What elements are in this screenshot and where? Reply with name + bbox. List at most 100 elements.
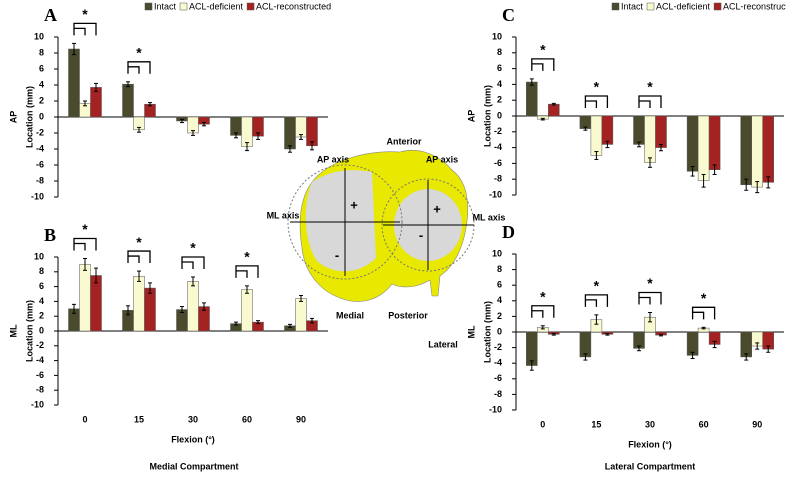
- caption: Lateral Compartment: [605, 461, 696, 471]
- bar: [145, 288, 156, 331]
- y-tick-label: 8: [39, 266, 44, 276]
- significance-bracket: [693, 307, 715, 319]
- legend-swatch: [612, 3, 619, 10]
- x-tick-label: 15: [591, 419, 601, 429]
- y-tick-label: -4: [494, 358, 502, 368]
- bar: [752, 116, 763, 187]
- bar: [242, 290, 253, 331]
- legend-swatch: [145, 3, 152, 10]
- bar: [763, 116, 774, 182]
- y-tick-label: 10: [492, 31, 502, 41]
- y-axis-label: Location (mm): [24, 86, 34, 148]
- y-tick-label: -8: [36, 385, 44, 395]
- x-axis-label: Flexion (°): [171, 434, 215, 444]
- bar: [548, 104, 559, 116]
- significance-star: *: [136, 45, 142, 61]
- x-tick-label: 60: [699, 419, 709, 429]
- significance-bracket: [128, 62, 150, 74]
- significance-bracket: [639, 96, 661, 108]
- y-tick-label: -4: [36, 355, 44, 365]
- legend-label: ACL-reconstructed: [256, 1, 331, 11]
- y-tick-label: -8: [494, 389, 502, 399]
- y-tick-label: 0: [39, 111, 44, 121]
- y-tick-label: 6: [39, 63, 44, 73]
- bar: [80, 264, 91, 331]
- y-tick-label: 2: [39, 311, 44, 321]
- y-tick-label: -8: [36, 175, 44, 185]
- significance-bracket: [532, 59, 554, 71]
- bar: [526, 82, 537, 116]
- bar: [709, 116, 720, 170]
- legend-label: Intact: [154, 1, 177, 11]
- y-tick-label: -6: [494, 158, 502, 168]
- significance-star: *: [701, 290, 707, 306]
- significance-bracket: [532, 306, 554, 318]
- caption: Medial Compartment: [149, 461, 238, 471]
- x-tick-label: 60: [242, 414, 252, 424]
- legend-label: ACL-deficient: [656, 1, 711, 11]
- diagram-label: +: [433, 201, 441, 216]
- x-tick-label: 0: [82, 414, 87, 424]
- significance-star: *: [647, 275, 653, 291]
- y-tick-label: 2: [497, 311, 502, 321]
- x-axis-label: Flexion (°): [628, 439, 672, 449]
- y-tick-label: 10: [492, 248, 502, 258]
- significance-star: *: [136, 234, 142, 250]
- bar: [296, 117, 307, 137]
- diagram-label: Posterior: [388, 310, 428, 320]
- y-tick-label: 8: [39, 47, 44, 57]
- bar: [741, 332, 752, 357]
- diagram-label: +: [350, 197, 358, 212]
- panel-letter: D: [502, 222, 515, 242]
- significance-bracket: [639, 293, 661, 305]
- diagram-label: -: [335, 247, 339, 262]
- bar: [580, 332, 591, 357]
- y-tick-label: -6: [36, 370, 44, 380]
- bar: [69, 49, 80, 117]
- y-tick-label: 6: [39, 281, 44, 291]
- bar: [634, 116, 645, 144]
- figure: Anterior Posterior Medial Lateral AP axi…: [0, 0, 786, 479]
- y-tick-label: 8: [497, 264, 502, 274]
- y-tick-label: -10: [31, 191, 44, 201]
- y-tick-label: -10: [489, 189, 502, 199]
- significance-star: *: [82, 221, 88, 237]
- y-tick-label: -2: [36, 127, 44, 137]
- legend-label: ACL-deficient: [189, 1, 244, 11]
- significance-star: *: [594, 79, 600, 95]
- x-tick-label: 30: [188, 414, 198, 424]
- bar: [188, 281, 199, 331]
- y-tick-label: 10: [34, 251, 44, 261]
- y-tick-label: 2: [497, 95, 502, 105]
- y-tick-label: -10: [31, 399, 44, 409]
- bar: [687, 116, 698, 171]
- bar: [134, 276, 145, 331]
- y-tick-label: 0: [39, 325, 44, 335]
- diagram-label: Anterior: [386, 136, 422, 146]
- legend-swatch: [647, 3, 654, 10]
- bar: [656, 116, 667, 148]
- x-tick-label: 15: [134, 414, 144, 424]
- diagram-label: Medial: [336, 310, 364, 320]
- bar: [285, 117, 296, 149]
- medial-contact-area: [306, 170, 376, 271]
- significance-star: *: [540, 42, 546, 58]
- y-tick-label: -4: [36, 143, 44, 153]
- significance-star: *: [82, 6, 88, 22]
- y-tick-label: 10: [34, 31, 44, 41]
- bar: [296, 298, 307, 331]
- y-axis-label: Location (mm): [24, 300, 34, 362]
- significance-star: *: [244, 249, 250, 265]
- bar: [591, 116, 602, 156]
- significance-bracket: [74, 238, 96, 250]
- significance-star: *: [190, 240, 196, 256]
- y-tick-label: 0: [497, 110, 502, 120]
- y-tick-label: -6: [494, 373, 502, 383]
- y-tick-label: 6: [497, 63, 502, 73]
- bar: [123, 84, 134, 117]
- bar: [741, 116, 752, 185]
- y-axis-label: Location (mm): [482, 85, 492, 147]
- bar: [645, 116, 656, 163]
- row-label: ML: [8, 324, 18, 337]
- y-tick-label: -8: [494, 174, 502, 184]
